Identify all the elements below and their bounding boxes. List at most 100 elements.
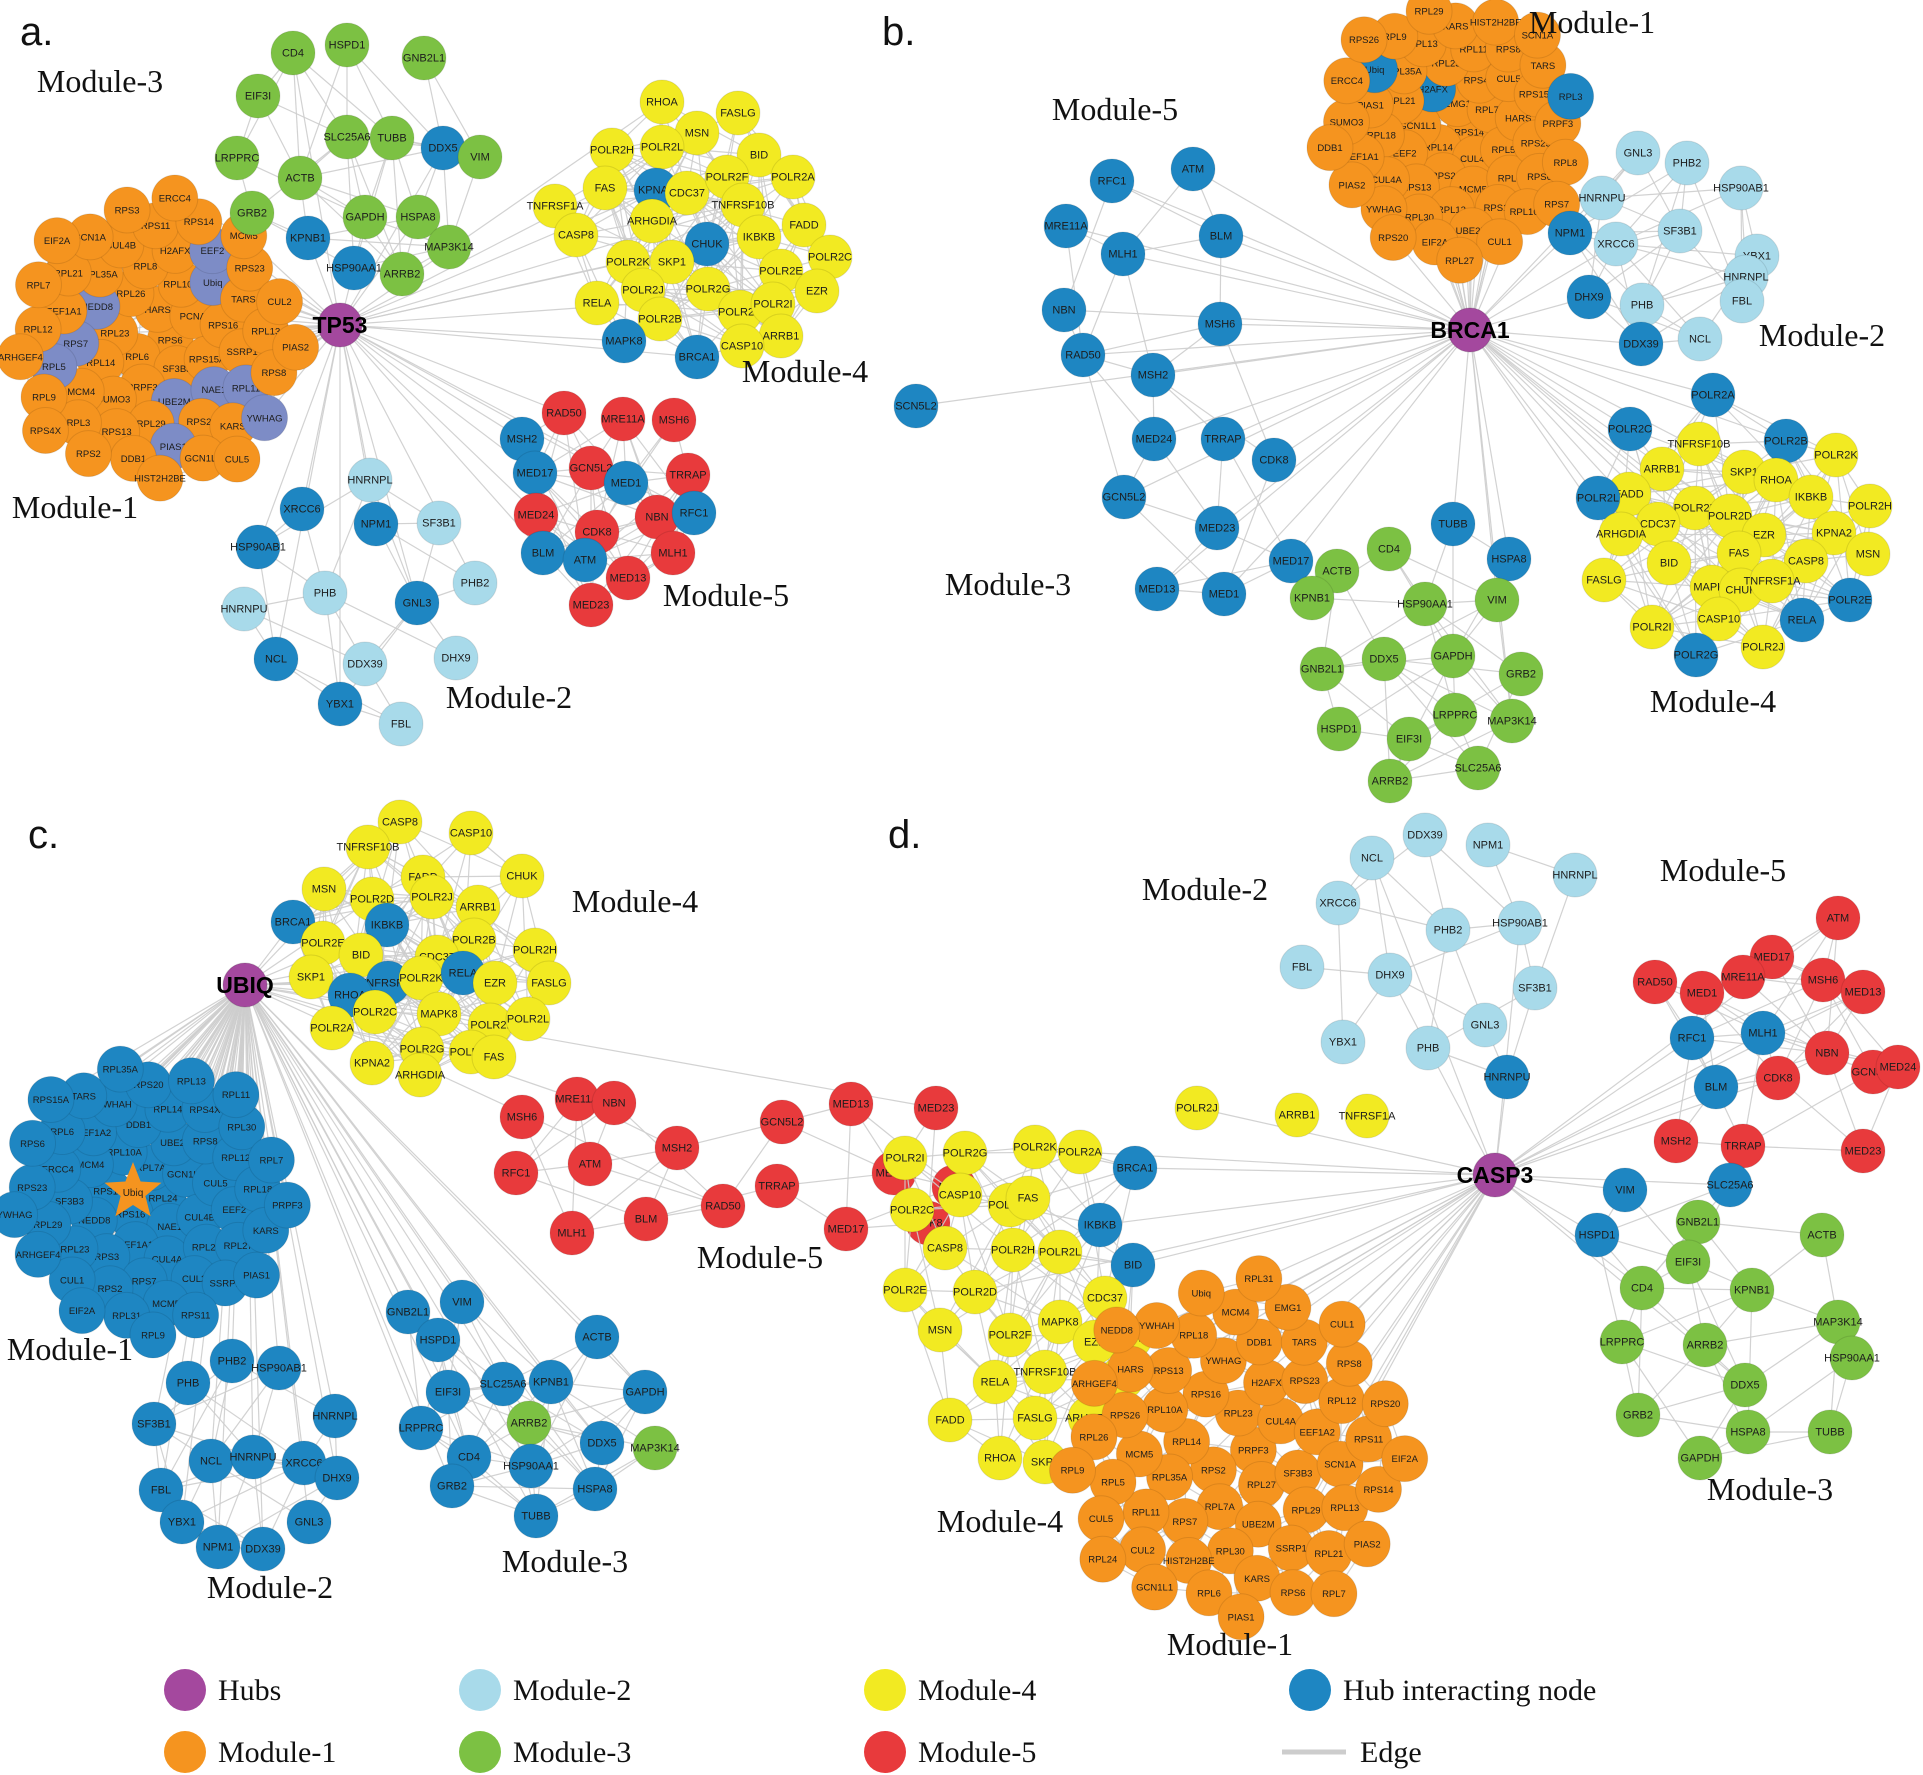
node-HSP90AA1[interactable] [508, 1443, 554, 1489]
node-CUL2[interactable] [256, 278, 304, 326]
node-DDX39[interactable] [342, 641, 388, 687]
node-MAP3K14[interactable] [426, 224, 472, 270]
node-EIF2A[interactable] [33, 217, 81, 265]
node-RPL26[interactable] [1070, 1413, 1118, 1461]
node-HSPA8[interactable] [1486, 536, 1532, 582]
node-SKP1[interactable] [288, 954, 334, 1000]
node-RPL7[interactable] [1310, 1570, 1358, 1618]
node-YBX1[interactable] [317, 681, 363, 727]
node-YWHAG[interactable] [0, 1191, 39, 1239]
node-HSP90AB1[interactable] [1497, 900, 1543, 946]
node-MSH6[interactable] [651, 397, 697, 443]
node-CDK8[interactable] [1755, 1055, 1801, 1101]
node-LRPPRC[interactable] [1599, 1319, 1645, 1365]
node-HSP90AA1[interactable] [331, 245, 377, 291]
node-RPL31[interactable] [1235, 1255, 1283, 1303]
node-TUBB[interactable] [1807, 1409, 1853, 1455]
node-IKBKB[interactable] [1788, 474, 1834, 520]
node-CASP8[interactable] [377, 799, 423, 845]
node-RPS26[interactable] [1340, 16, 1388, 64]
node-POLR2A[interactable] [1690, 372, 1736, 418]
node-RPL11[interactable] [212, 1071, 260, 1119]
node-GCN5L2[interactable] [759, 1099, 805, 1145]
node-HNRNPU[interactable] [1579, 175, 1625, 221]
node-HSPD1[interactable] [415, 1317, 461, 1363]
node-HSPA8[interactable] [572, 1466, 618, 1512]
node-GAPDH[interactable] [1430, 633, 1476, 679]
node-ARHGDIA[interactable] [1598, 511, 1644, 557]
node-TUBB[interactable] [1430, 501, 1476, 547]
node-FADD[interactable] [781, 202, 827, 248]
node-MSH6[interactable] [1197, 301, 1243, 347]
node-DDX39[interactable] [1618, 321, 1664, 367]
node-ARHGDIA[interactable] [397, 1052, 443, 1098]
node-ARRB1[interactable] [1274, 1092, 1320, 1138]
node-RPL24[interactable] [1079, 1535, 1127, 1583]
node-RPS3[interactable] [103, 186, 151, 234]
node-CD4[interactable] [1366, 526, 1412, 572]
node-XRCC6[interactable] [1593, 221, 1639, 267]
node-PHB[interactable] [1405, 1025, 1451, 1071]
node-SF3B1[interactable] [1657, 208, 1703, 254]
node-GRB2[interactable] [1498, 651, 1544, 697]
node-MLH1[interactable] [549, 1210, 595, 1256]
node-POLR2F[interactable] [987, 1312, 1033, 1358]
node-NPM1[interactable] [353, 501, 399, 547]
node-MRE11A[interactable] [1043, 203, 1089, 249]
node-KPNA2[interactable] [1811, 510, 1857, 556]
node-MED13[interactable] [605, 555, 651, 601]
node-EIF3I[interactable] [1665, 1239, 1711, 1285]
node-DDX5[interactable] [579, 1420, 625, 1466]
node-HNRNPU[interactable] [230, 1434, 276, 1480]
node-HSP90AA1[interactable] [1829, 1335, 1875, 1381]
node-HSPD1[interactable] [324, 22, 370, 68]
node-TUBB[interactable] [513, 1493, 559, 1539]
node-GNL3[interactable] [1615, 130, 1661, 176]
node-NPM1[interactable] [1465, 822, 1511, 868]
node-FASLG[interactable] [526, 960, 572, 1006]
node-RPS4X[interactable] [21, 407, 69, 455]
node-HNRNPU[interactable] [221, 586, 267, 632]
node-SLC25A6[interactable] [1707, 1162, 1753, 1208]
node-POLR2J[interactable] [1740, 624, 1786, 670]
node-MSN[interactable] [1845, 531, 1891, 577]
node-RPS20[interactable] [1361, 1380, 1409, 1428]
node-POLR2E[interactable] [1827, 577, 1873, 623]
node-RPL27[interactable] [1436, 236, 1484, 284]
node-TUBB[interactable] [369, 115, 415, 161]
node-PIAS1[interactable] [1217, 1593, 1265, 1641]
node-GNL3[interactable] [1462, 1002, 1508, 1048]
node-POLR2G[interactable] [1673, 632, 1719, 678]
node-PHB[interactable] [302, 570, 348, 616]
node-ATM[interactable] [567, 1141, 613, 1187]
node-BID[interactable] [1646, 540, 1692, 586]
node-NEDD8[interactable] [1093, 1306, 1141, 1354]
node-DHX9[interactable] [1367, 952, 1413, 998]
node-CASP10[interactable] [719, 323, 765, 369]
node-MSN[interactable] [917, 1307, 963, 1353]
node-ACTB[interactable] [574, 1314, 620, 1360]
node-CD4[interactable] [270, 30, 316, 76]
node-RELA[interactable] [574, 280, 620, 326]
node-MED1[interactable] [603, 460, 649, 506]
node-MAP3K14[interactable] [632, 1425, 678, 1471]
node-SLC25A6[interactable] [480, 1361, 526, 1407]
node-PHB2[interactable] [209, 1338, 255, 1384]
node-EIF2A[interactable] [58, 1287, 106, 1335]
node-CASP10[interactable] [1696, 596, 1742, 642]
node-FAS[interactable] [1005, 1175, 1051, 1221]
node-RPL29[interactable] [1405, 0, 1453, 35]
node-MED23[interactable] [1840, 1128, 1886, 1174]
node-SF3B1[interactable] [1512, 965, 1558, 1011]
node-FASLG[interactable] [715, 90, 761, 136]
node-GRB2[interactable] [429, 1463, 475, 1509]
node-GAPDH[interactable] [342, 194, 388, 240]
node-FBL[interactable] [138, 1467, 184, 1513]
node-SF3B1[interactable] [416, 500, 462, 546]
node-NCL[interactable] [1349, 835, 1395, 881]
node-BRCA1[interactable] [1112, 1145, 1158, 1191]
node-RFC1[interactable] [671, 490, 717, 536]
node-YBX1[interactable] [159, 1499, 205, 1545]
node-PHB2[interactable] [1664, 140, 1710, 186]
node-POLR2J[interactable] [409, 874, 455, 920]
